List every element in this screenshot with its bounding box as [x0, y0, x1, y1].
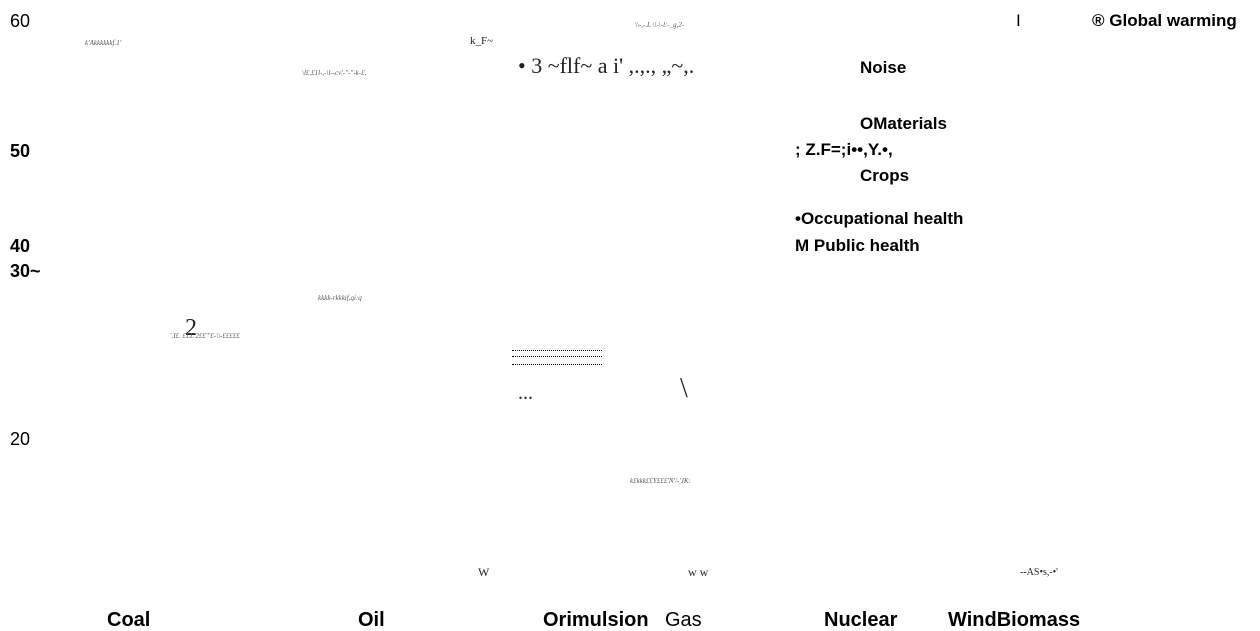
category-label: Orimulsion	[543, 609, 649, 631]
fragment: '.I£. £LL'2££'"£-\\-£££££	[170, 332, 240, 340]
category-label: Oil	[358, 609, 385, 631]
category-label: Coal	[107, 609, 151, 631]
axis-label: 30~	[10, 261, 41, 281]
legend-entry: Noise	[860, 58, 907, 77]
fragment: k£kkk££Y£££'N'/-'JK:	[630, 477, 691, 485]
fragment: --AS•s,-•'	[1020, 567, 1058, 578]
fragment: kkkk-rkkkif,qi:q	[318, 294, 362, 302]
axis-label: 50	[10, 141, 31, 161]
fragment: 2	[185, 315, 197, 341]
fragment: • 3 ~flf~ a i' ,.,., „~,.	[518, 53, 695, 78]
dotted-line	[512, 350, 602, 351]
legend-mark: I	[1016, 11, 1021, 30]
category-label: Nuclear	[824, 609, 898, 631]
fragment: \l£,£1l-,-\l--cv'-"-"-k-£,	[302, 69, 367, 77]
fragment: k_F~	[470, 35, 494, 47]
fragment: \\-,-.L \\-\-l:-_g,2-	[635, 21, 685, 29]
legend-entry: ; Z.F=;i••,Y.•,	[795, 140, 893, 159]
axis-label: 20	[10, 429, 31, 449]
legend-entry: OMaterials	[860, 114, 947, 133]
axis-label: 60	[10, 11, 31, 31]
category-label: WindBiomass	[948, 609, 1081, 631]
dotted-line	[512, 356, 602, 357]
fragment: w w	[688, 565, 709, 579]
axis-label: 40	[10, 236, 31, 256]
fragment: k'Akkkkkkf.1'	[85, 39, 122, 47]
fragment: \	[680, 373, 688, 404]
dotted-line	[512, 364, 602, 365]
fragment: W	[478, 565, 490, 579]
category-label: Gas	[665, 609, 702, 631]
legend-entry: M Public health	[795, 236, 920, 255]
legend-entry: •Occupational health	[795, 209, 964, 228]
legend-entry: Crops	[860, 166, 910, 185]
legend-entry: ® Global warming	[1092, 11, 1237, 30]
fragment: ...	[518, 382, 533, 404]
